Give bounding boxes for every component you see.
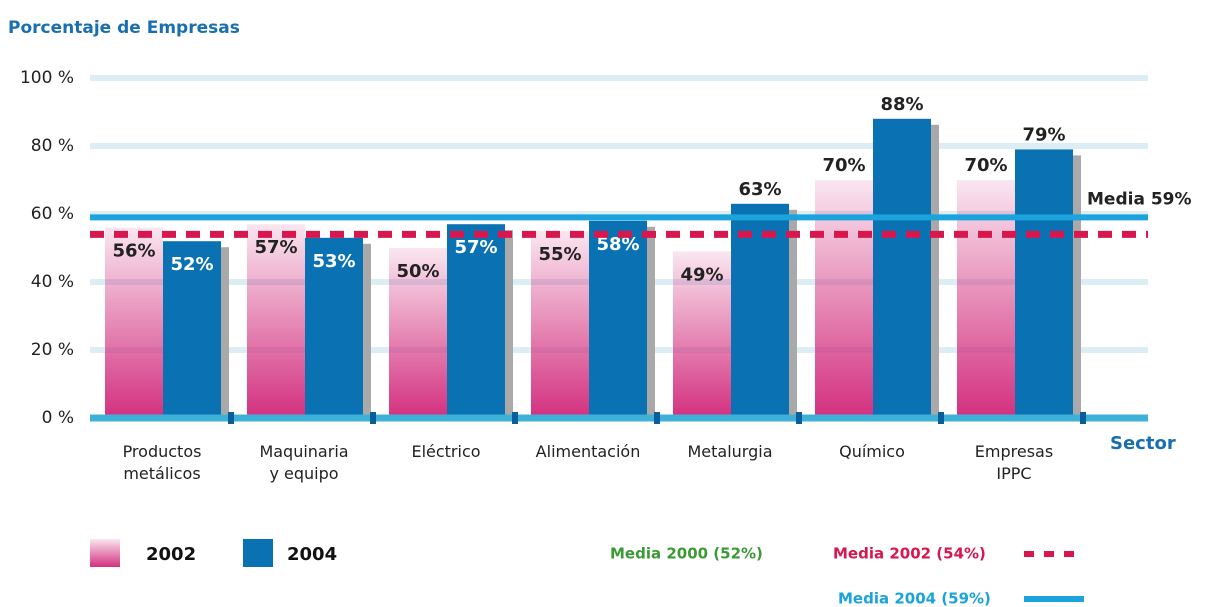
x-tick-label: Empresas IPPC (974, 442, 1054, 483)
value-label: 88% (880, 94, 923, 115)
x-tick-label: Maquinaria y equipo (259, 442, 349, 483)
value-label: 56% (112, 241, 155, 262)
x-tick-label: Metalurgia (687, 442, 773, 461)
x-axis-label: Sector (1110, 433, 1176, 454)
bar (305, 237, 363, 418)
bar (873, 118, 931, 419)
y-tick-label: 100 % (20, 68, 74, 88)
x-tick-label: Productos metálicos (122, 442, 202, 483)
y-tick-label: 0 % (42, 408, 74, 428)
value-label: 58% (596, 234, 639, 255)
bar (447, 224, 505, 418)
legend-label: 2004 (287, 544, 337, 565)
axis-separator (1080, 412, 1086, 424)
value-label: 70% (822, 155, 865, 176)
value-label: 79% (1022, 124, 1065, 145)
legend-label: Media 2000 (52%) (610, 545, 763, 563)
value-label: 49% (680, 264, 723, 285)
bar (105, 227, 163, 418)
axis-separator (654, 412, 660, 424)
legend-swatch (90, 539, 120, 567)
y-tick-label: 40 % (31, 272, 74, 292)
y-tick-label: 60 % (31, 204, 74, 224)
y-tick-label: 80 % (31, 136, 74, 156)
value-label: 55% (538, 244, 581, 265)
axis-separator (512, 412, 518, 424)
x-tick-label: Eléctrico (411, 442, 481, 461)
value-label: 63% (738, 179, 781, 200)
bar (673, 251, 731, 418)
value-label: 57% (254, 237, 297, 258)
axis-separator (370, 412, 376, 424)
legend-label: Media 2004 (59%) (838, 590, 991, 607)
bar (163, 241, 221, 418)
value-label: 53% (312, 251, 355, 272)
legend-label: Media 2002 (54%) (833, 545, 986, 563)
legend-label: 2002 (146, 544, 196, 565)
value-label: 57% (454, 237, 497, 258)
bar (1015, 149, 1073, 418)
legend-swatch (243, 539, 273, 567)
axis-separator (796, 412, 802, 424)
bar (731, 203, 789, 418)
bar (247, 224, 305, 418)
x-tick-label: Alimentación (535, 442, 641, 461)
y-tick-label: 20 % (31, 340, 74, 360)
bar (389, 248, 447, 418)
x-tick-label: Químico (839, 442, 905, 461)
reference-label: Media 59% (1087, 189, 1192, 209)
axis-separator (228, 412, 234, 424)
value-label: 70% (964, 155, 1007, 176)
axis-separator (938, 412, 944, 424)
bar (589, 220, 647, 418)
value-label: 52% (170, 254, 213, 275)
chart-title: Porcentaje de Empresas (8, 18, 240, 38)
value-label: 50% (396, 261, 439, 282)
bar (531, 231, 589, 418)
